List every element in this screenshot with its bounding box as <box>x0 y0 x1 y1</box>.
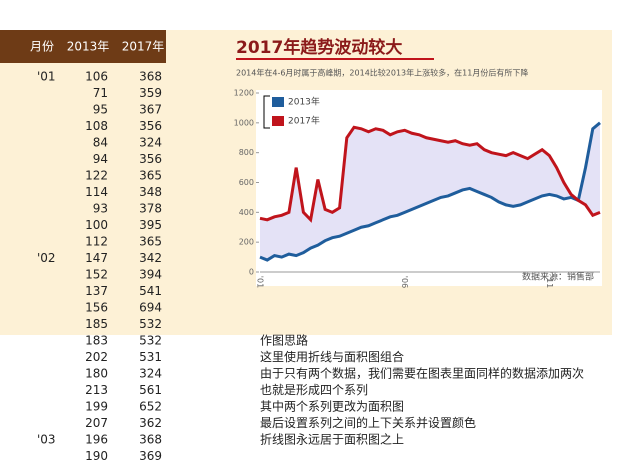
column-header: 2017年 <box>122 40 165 54</box>
table-cell: 156 <box>85 301 108 315</box>
table-cell: 356 <box>139 119 162 133</box>
table-cell: 95 <box>93 103 108 117</box>
legend-bracket <box>263 95 270 129</box>
table-cell: 694 <box>139 301 162 315</box>
table-cell: 356 <box>139 152 162 166</box>
table-cell: 342 <box>139 251 162 265</box>
table-cell: 183 <box>85 334 108 348</box>
legend-swatch <box>272 116 284 126</box>
table-cell: 532 <box>139 334 162 348</box>
table-cell: 532 <box>139 317 162 331</box>
table-cell: 93 <box>93 202 108 216</box>
table-cell: 541 <box>139 284 162 298</box>
y-tick-label: 400 <box>239 208 254 217</box>
chart-title: 2017年趋势波动较大 <box>236 37 402 58</box>
y-tick-label: 0 <box>249 268 254 277</box>
table-cell: 190 <box>85 449 108 463</box>
table-cell: 531 <box>139 350 162 364</box>
note-line: 最后设置系列之间的上下关系并设置颜色 <box>260 415 476 430</box>
table-cell: 196 <box>85 433 108 447</box>
series-line <box>259 121 601 262</box>
table-header-bg <box>0 30 166 63</box>
table-cell: 122 <box>85 169 108 183</box>
table-cell: 365 <box>139 169 162 183</box>
note-line: 也就是形成四个系列 <box>260 383 368 397</box>
table-cell: 395 <box>139 218 162 232</box>
table-cell: '03 <box>37 433 56 447</box>
note-line: 这里使用折线与面积图组合 <box>260 349 404 364</box>
table-cell: '01 <box>37 70 56 84</box>
table-cell: 202 <box>85 350 108 364</box>
table-cell: 348 <box>139 185 162 199</box>
table-cell: 213 <box>85 383 108 397</box>
table-cell: 199 <box>85 400 108 414</box>
legend-label: 2013年 <box>288 96 320 108</box>
series-line <box>259 125 601 223</box>
note-line: 折线图永远居于面积图之上 <box>260 432 404 447</box>
chart-source: 数据来源：销售部 <box>522 271 594 283</box>
table-cell: 106 <box>85 70 108 84</box>
table-cell: 71 <box>93 86 108 100</box>
table-cell: 152 <box>85 268 108 282</box>
y-tick-label: 200 <box>239 238 254 247</box>
y-tick-label: 1000 <box>234 118 254 127</box>
table-cell: 112 <box>85 235 108 249</box>
x-tick-label: '11 <box>545 276 554 288</box>
table-cell: 94 <box>93 152 108 166</box>
chart-subtitle: 2014年在4-6月时属于高峰期，2014比较2013年上涨较多，在11月份后有… <box>236 68 528 78</box>
note-line: 其中两个系列更改为面积图 <box>260 399 404 414</box>
table-cell: 100 <box>85 218 108 232</box>
table-cell: 369 <box>139 449 162 463</box>
table-cell: 137 <box>85 284 108 298</box>
table-cell: 368 <box>139 70 162 84</box>
table-cell: 359 <box>139 86 162 100</box>
table-cell: 84 <box>93 136 108 150</box>
table-cell: 180 <box>85 367 108 381</box>
table-cell: 324 <box>139 136 162 150</box>
table-cell: 108 <box>85 119 108 133</box>
table-cell: 185 <box>85 317 108 331</box>
table-cell: 394 <box>139 268 162 282</box>
column-header: 月份 <box>30 40 54 54</box>
legend-label: 2017年 <box>288 115 320 127</box>
table-cell: 368 <box>139 433 162 447</box>
x-tick-label: '06 <box>400 276 409 288</box>
legend-swatch <box>272 97 284 107</box>
table-cell: 207 <box>85 416 108 430</box>
table-cell: 147 <box>85 251 108 265</box>
y-tick-label: 600 <box>239 178 254 187</box>
table-cell: 365 <box>139 235 162 249</box>
note-line: 作图思路 <box>260 333 308 348</box>
table-cell: 362 <box>139 416 162 430</box>
table-cell: 114 <box>85 185 108 199</box>
table-cell: 367 <box>139 103 162 117</box>
y-tick-label: 1200 <box>234 89 254 98</box>
table-cell: 561 <box>139 383 162 397</box>
table-cell: 652 <box>139 400 162 414</box>
column-header: 2013年 <box>67 40 110 54</box>
x-tick-label: '01 <box>256 276 265 288</box>
note-line: 由于只有两个数据，我们需要在图表里面同样的数据添加两次 <box>260 366 584 381</box>
table-cell: '02 <box>37 251 56 265</box>
y-tick-label: 800 <box>239 148 254 157</box>
table-cell: 378 <box>139 202 162 216</box>
table-cell: 324 <box>139 367 162 381</box>
